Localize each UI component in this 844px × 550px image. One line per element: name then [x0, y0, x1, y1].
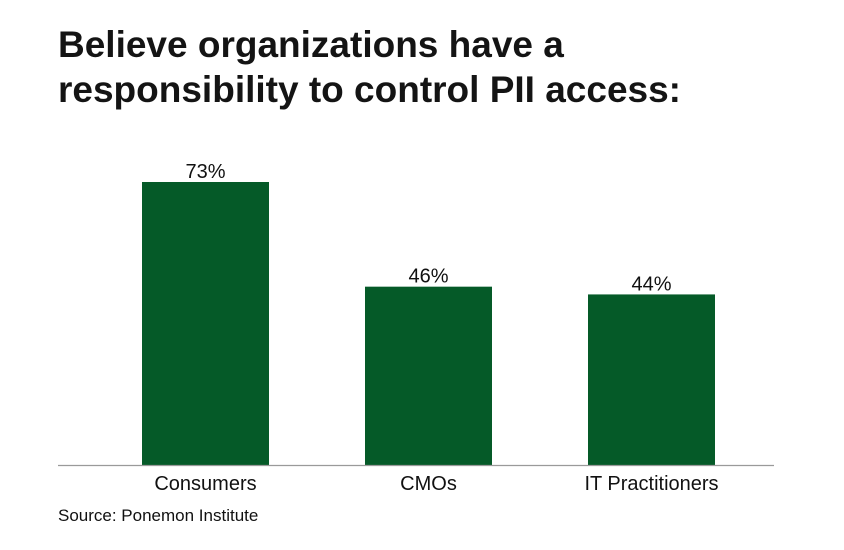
category-label: Consumers — [154, 473, 256, 495]
value-label: 46% — [408, 266, 448, 288]
chart-title-line-2: responsibility to control PII access: — [58, 69, 682, 110]
bar-it-practitioners — [588, 294, 715, 465]
category-label: IT Practitioners — [584, 473, 718, 495]
category-label: CMOs — [400, 473, 457, 495]
value-label: 44% — [631, 273, 671, 295]
chart-title: Believe organizations have a responsibil… — [58, 22, 818, 112]
labels-layer: 73% Consumers 46% CMOs 44% IT Practitioners — [154, 161, 718, 495]
source-note: Source: Ponemon Institute — [58, 506, 259, 525]
value-label: 73% — [185, 161, 225, 183]
bar-cmos — [365, 286, 492, 465]
bars-layer — [142, 182, 715, 465]
bar-consumers — [142, 182, 269, 465]
chart-title-line-1: Believe organizations have a — [58, 24, 564, 65]
